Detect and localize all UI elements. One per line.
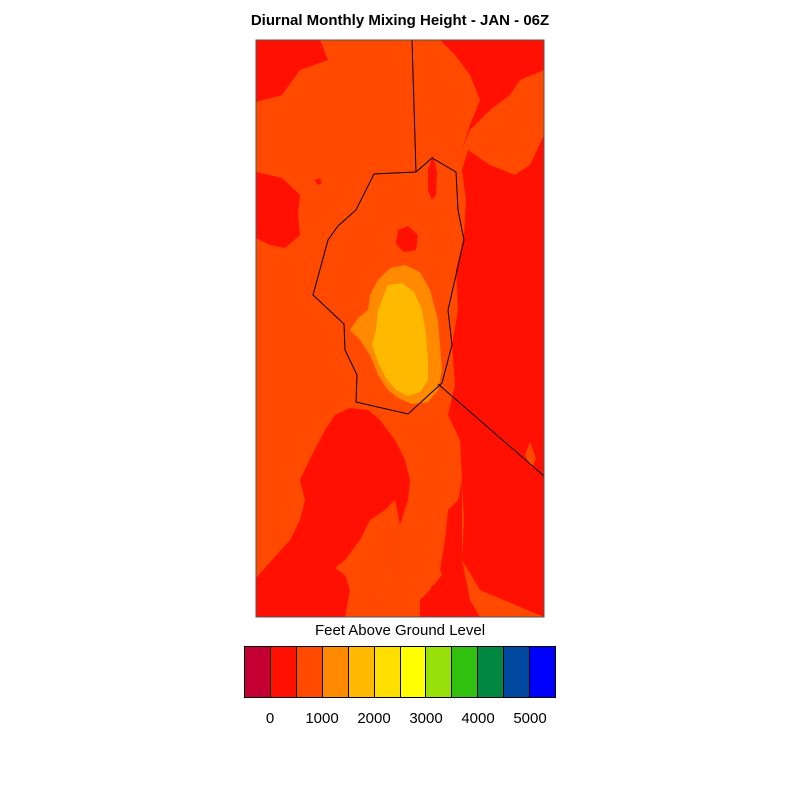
contour-map bbox=[255, 39, 545, 618]
colorbar-swatch-7 bbox=[425, 646, 453, 698]
colorbar-tick-label: 2000 bbox=[357, 710, 391, 727]
colorbar-tick-label: 0 bbox=[265, 710, 275, 727]
contour-high bbox=[372, 283, 428, 396]
colorbar-ticks: 0 1000 2000 3000 4000 5000 bbox=[0, 710, 800, 732]
colorbar-swatch-1 bbox=[269, 646, 297, 698]
contour-low-topleft bbox=[256, 40, 328, 102]
colorbar-swatch-10 bbox=[503, 646, 531, 698]
boundary-polygon bbox=[312, 157, 465, 415]
boundary-southeast bbox=[437, 383, 544, 477]
boundary-lines bbox=[312, 40, 544, 477]
colorbar-tick-label: 5000 bbox=[513, 710, 547, 727]
colorbar bbox=[244, 646, 557, 698]
map-title: Diurnal Monthly Mixing Height - JAN - 06… bbox=[250, 12, 550, 29]
colorbar-swatch-5 bbox=[373, 646, 401, 698]
contour-layer bbox=[256, 40, 544, 617]
colorbar-tick-label: 4000 bbox=[461, 710, 495, 727]
contour-low-upperright bbox=[440, 40, 544, 150]
map-frame bbox=[255, 39, 545, 618]
contour-bg-island bbox=[412, 558, 442, 586]
colorbar-swatch-11 bbox=[529, 646, 557, 698]
colorbar-swatch-2 bbox=[295, 646, 323, 698]
contour-bg-strip bbox=[335, 500, 400, 617]
contour-low-blob bbox=[396, 226, 418, 252]
colorbar-swatch-4 bbox=[347, 646, 375, 698]
contour-low-spike bbox=[428, 155, 437, 200]
contour-low-leftmid bbox=[256, 172, 300, 248]
colorbar-swatch-9 bbox=[477, 646, 505, 698]
contour-bg-smallright bbox=[525, 442, 536, 468]
colorbar-swatch-3 bbox=[321, 646, 349, 698]
contour-low-spot bbox=[315, 178, 322, 185]
colorbar-tick-label: 1000 bbox=[305, 710, 339, 727]
colorbar-tick-label: 3000 bbox=[409, 710, 443, 727]
boundary-north bbox=[411, 40, 417, 173]
colorbar-swatch-6 bbox=[399, 646, 427, 698]
colorbar-swatch-8 bbox=[451, 646, 479, 698]
legend-title: Feet Above Ground Level bbox=[314, 622, 486, 639]
colorbar-swatch-0 bbox=[244, 646, 271, 698]
contour-low-right bbox=[448, 40, 544, 617]
